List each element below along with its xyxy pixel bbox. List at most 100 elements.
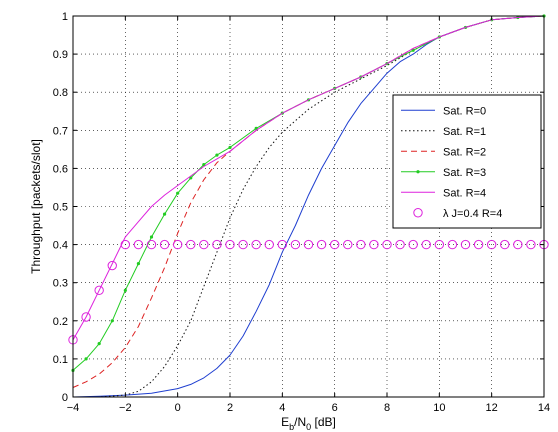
- data-point: [473, 239, 484, 250]
- x-tick-label: 12: [486, 402, 498, 414]
- y-tick-label: 0.5: [53, 202, 68, 214]
- data-point: [81, 312, 91, 322]
- data-point: [215, 153, 219, 157]
- data-point: [395, 239, 405, 250]
- legend-item: Sat. R=1: [401, 126, 486, 138]
- data-point: [146, 239, 157, 250]
- data-point: [159, 239, 170, 250]
- series-5: [68, 239, 549, 345]
- legend-item: Sat. R=3: [401, 167, 486, 179]
- data-point: [434, 239, 445, 250]
- data-point: [186, 239, 196, 250]
- series-line: [72, 15, 545, 398]
- x-tick-label: 6: [332, 402, 338, 414]
- y-tick-label: 0.3: [53, 278, 68, 290]
- legend-label: Sat. R=2: [443, 146, 486, 158]
- legend-item: λ J=0.4 R=4: [413, 208, 502, 220]
- data-point: [254, 126, 258, 130]
- data-point: [526, 239, 536, 250]
- data-point: [356, 239, 366, 250]
- y-tick-label: 0.7: [53, 125, 68, 137]
- data-point: [500, 239, 510, 250]
- data-point: [94, 285, 104, 296]
- x-axis-label-main: E: [281, 415, 289, 429]
- legend-item: Sat. R=0: [401, 105, 486, 117]
- data-point: [411, 48, 415, 52]
- data-point: [303, 239, 314, 250]
- x-tick-label: 10: [433, 402, 445, 414]
- x-axis-label-subscript-0: 0: [306, 422, 311, 432]
- legend-item: Sat. R=4: [401, 187, 486, 199]
- data-point: [329, 239, 340, 250]
- data-point: [136, 262, 141, 266]
- data-point: [199, 239, 209, 250]
- legend-box: [392, 94, 542, 229]
- data-point: [176, 191, 180, 195]
- data-point: [97, 342, 101, 346]
- y-tick-label: 0.9: [53, 49, 68, 61]
- y-tick-label: 0.6: [53, 163, 68, 175]
- legend-swatch-marker: [416, 170, 420, 174]
- x-axis-label-divider: /N: [294, 415, 306, 429]
- data-point: [447, 239, 458, 250]
- series-line: [72, 15, 545, 341]
- plot-series: [68, 14, 549, 398]
- legend-label: Sat. R=4: [443, 187, 486, 199]
- legend: Sat. R=0 Sat. R=1 Sat. R=2 Sat. R=3 Sat. R=4…: [392, 94, 542, 229]
- data-point: [513, 239, 523, 250]
- x-tick-label: 2: [227, 402, 233, 414]
- x-axis-label-unit: [dB]: [311, 415, 336, 429]
- x-tick-label: 14: [538, 402, 550, 414]
- x-tick-labels: −4 −2 0 2 4 6 8 10 12 14: [67, 402, 550, 414]
- data-point: [110, 319, 114, 323]
- legend-item: Sat. R=2: [401, 146, 486, 158]
- y-tick-labels: 0 0.1 0.2 0.3 0.4 0.5 0.6 0.7 0.8 0.9 1: [53, 11, 68, 404]
- data-point: [212, 239, 222, 250]
- y-tick-label: 0.8: [53, 87, 68, 99]
- legend-label: Sat. R=0: [443, 105, 486, 117]
- data-point: [486, 239, 497, 250]
- y-tick-label: 0.2: [53, 316, 68, 328]
- data-point: [202, 162, 206, 167]
- data-point: [107, 260, 117, 271]
- data-point: [84, 357, 88, 361]
- data-point: [382, 239, 392, 250]
- data-point: [460, 239, 471, 250]
- x-tick-label: 8: [384, 402, 390, 414]
- data-point: [369, 239, 379, 250]
- data-point: [133, 239, 144, 250]
- x-axis-label: Eb/N0 [dB]: [281, 415, 336, 432]
- y-tick-label: 1: [62, 11, 68, 23]
- data-point: [408, 239, 418, 250]
- y-axis-label: Throughput [packets/slot]: [29, 139, 43, 274]
- data-point: [264, 239, 274, 250]
- series-4: [72, 15, 545, 341]
- x-tick-label: −4: [67, 402, 80, 414]
- x-tick-label: −2: [119, 402, 132, 414]
- data-point: [228, 145, 232, 150]
- data-point: [251, 239, 261, 250]
- legend-label: Sat. R=1: [443, 126, 486, 138]
- data-point: [123, 288, 127, 292]
- x-axis-label-subscript-b: b: [289, 422, 294, 432]
- data-point: [225, 239, 235, 250]
- x-tick-label: 4: [279, 402, 285, 414]
- data-point: [120, 239, 131, 250]
- x-tick-label: 0: [175, 402, 181, 414]
- data-point: [421, 239, 431, 250]
- data-point: [149, 235, 154, 239]
- legend-swatch-marker: [413, 208, 423, 218]
- data-point: [343, 239, 353, 250]
- legend-items: Sat. R=0 Sat. R=1 Sat. R=2 Sat. R=3 Sat. R=4…: [401, 105, 502, 220]
- y-tick-label: 0.4: [53, 240, 68, 252]
- y-tick-label: 0: [62, 392, 68, 404]
- data-point: [162, 212, 167, 216]
- y-tick-label: 0.1: [53, 354, 68, 366]
- legend-label: λ J=0.4 R=4: [443, 208, 502, 220]
- series-0: [72, 15, 545, 398]
- data-point: [172, 239, 183, 250]
- data-point: [316, 239, 327, 250]
- data-point: [238, 239, 248, 250]
- legend-label: Sat. R=3: [443, 167, 486, 179]
